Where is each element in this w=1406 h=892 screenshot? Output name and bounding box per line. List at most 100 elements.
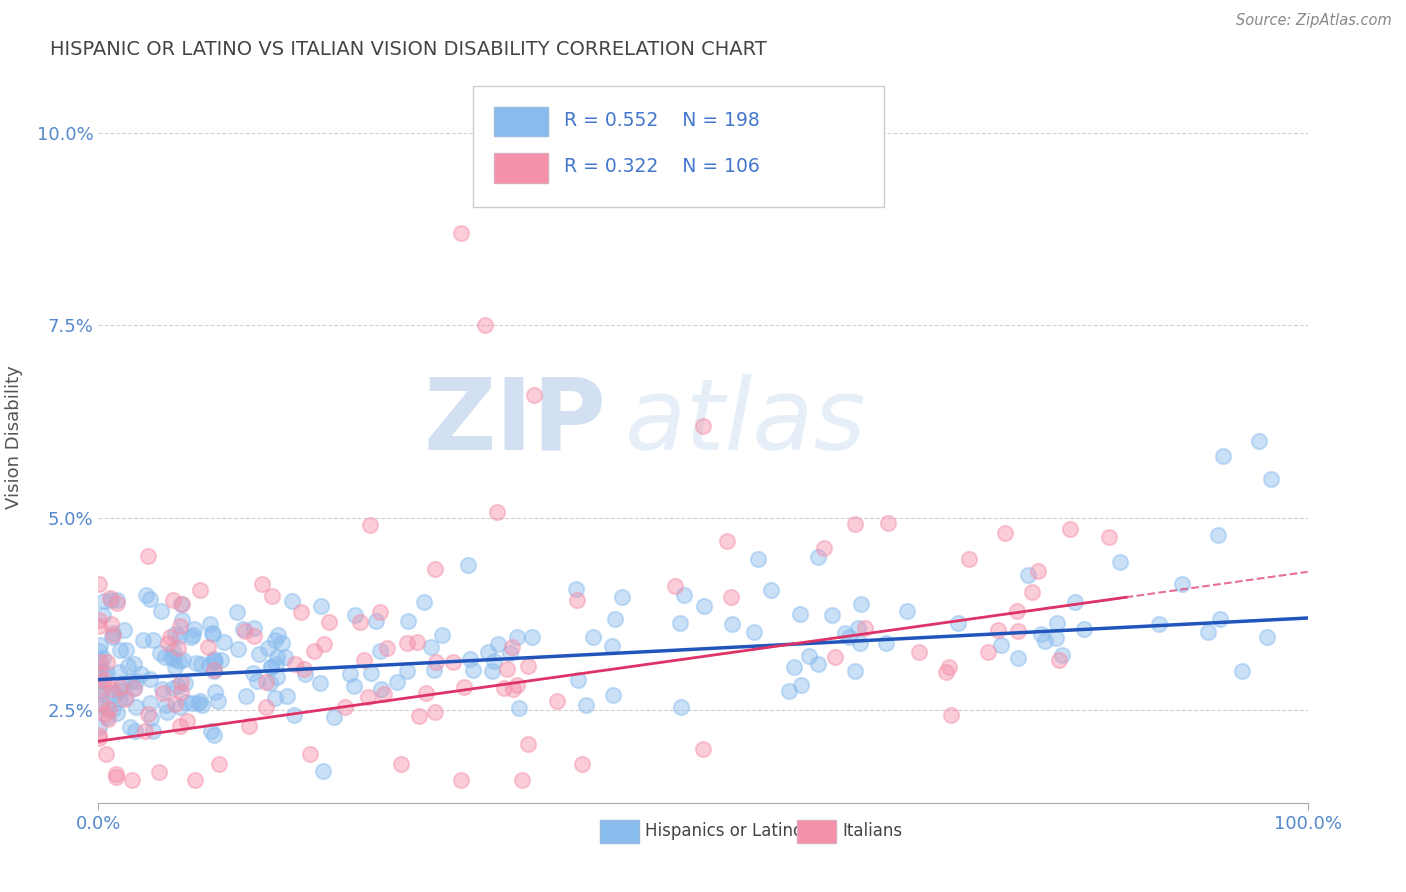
Point xyxy=(259,660,281,674)
Point xyxy=(105,593,128,607)
Point xyxy=(87,720,110,734)
Point xyxy=(101,625,124,640)
Point xyxy=(235,689,257,703)
Point xyxy=(1197,625,1219,640)
Point xyxy=(276,690,298,704)
Point xyxy=(122,681,145,695)
Point xyxy=(165,697,187,711)
Point xyxy=(197,640,219,654)
Point xyxy=(93,673,115,687)
Point xyxy=(89,644,111,658)
Point xyxy=(259,676,281,690)
Point xyxy=(419,640,441,654)
Point xyxy=(188,694,211,708)
Point xyxy=(605,612,627,626)
Point xyxy=(522,630,544,644)
Point xyxy=(323,710,346,724)
Point xyxy=(309,599,332,613)
Point xyxy=(101,681,124,696)
Point xyxy=(118,720,141,734)
Point xyxy=(482,654,505,668)
Point xyxy=(170,597,193,611)
Point xyxy=(408,709,430,723)
Point xyxy=(93,593,115,607)
Point xyxy=(494,681,516,695)
Point xyxy=(1209,612,1232,626)
Point xyxy=(824,650,846,665)
Text: ZIP: ZIP xyxy=(423,374,606,471)
Point xyxy=(114,642,136,657)
Point xyxy=(807,657,830,672)
Point xyxy=(167,640,190,655)
Point xyxy=(96,665,118,680)
Point xyxy=(844,665,866,679)
Point xyxy=(157,636,180,650)
Point xyxy=(264,657,287,671)
Point xyxy=(1256,630,1278,644)
Y-axis label: Vision Disability: Vision Disability xyxy=(4,365,22,509)
Point xyxy=(266,670,288,684)
Point xyxy=(96,655,118,669)
Point xyxy=(314,637,336,651)
Point xyxy=(1017,568,1039,582)
Point xyxy=(94,747,117,762)
Point xyxy=(335,700,357,714)
Point xyxy=(1045,632,1067,646)
Point xyxy=(934,665,956,679)
Point xyxy=(720,590,742,604)
Point xyxy=(517,658,540,673)
Text: atlas: atlas xyxy=(624,374,866,471)
Point xyxy=(108,665,131,679)
Point xyxy=(101,627,124,641)
Point xyxy=(202,654,225,668)
Point xyxy=(457,558,479,572)
Point xyxy=(162,644,184,658)
Point xyxy=(254,675,277,690)
Point xyxy=(450,772,472,787)
Point xyxy=(94,707,117,722)
Point xyxy=(202,664,225,678)
Point xyxy=(242,621,264,635)
Point xyxy=(170,613,193,627)
Point xyxy=(191,698,214,713)
Point xyxy=(87,731,110,746)
Point xyxy=(1232,664,1254,678)
Point xyxy=(170,684,193,698)
Point xyxy=(343,608,366,623)
Point xyxy=(610,590,633,604)
Point xyxy=(254,700,277,714)
FancyBboxPatch shape xyxy=(474,86,884,207)
Point xyxy=(202,663,225,677)
Point xyxy=(671,699,693,714)
FancyBboxPatch shape xyxy=(494,107,548,136)
Point xyxy=(664,579,686,593)
Point xyxy=(105,767,128,781)
Point xyxy=(693,599,716,613)
Point xyxy=(318,615,340,629)
Point xyxy=(136,707,159,722)
Point xyxy=(485,505,508,519)
Point xyxy=(105,706,128,720)
Point xyxy=(1005,604,1028,618)
Point xyxy=(121,772,143,787)
Point xyxy=(312,764,335,778)
Point xyxy=(506,678,529,692)
Point xyxy=(149,646,172,660)
Point xyxy=(89,638,111,652)
Point xyxy=(186,657,208,671)
Point xyxy=(939,708,962,723)
Point xyxy=(853,621,876,635)
Point xyxy=(425,655,447,669)
Point xyxy=(1149,617,1171,632)
Point xyxy=(458,652,481,666)
Point xyxy=(169,674,191,689)
Point xyxy=(453,680,475,694)
Point xyxy=(488,637,510,651)
Point xyxy=(499,646,522,660)
Point xyxy=(517,737,540,751)
Point xyxy=(184,772,207,787)
Point xyxy=(190,657,212,671)
Point xyxy=(1059,522,1081,536)
Point xyxy=(141,711,163,725)
Point xyxy=(142,723,165,738)
